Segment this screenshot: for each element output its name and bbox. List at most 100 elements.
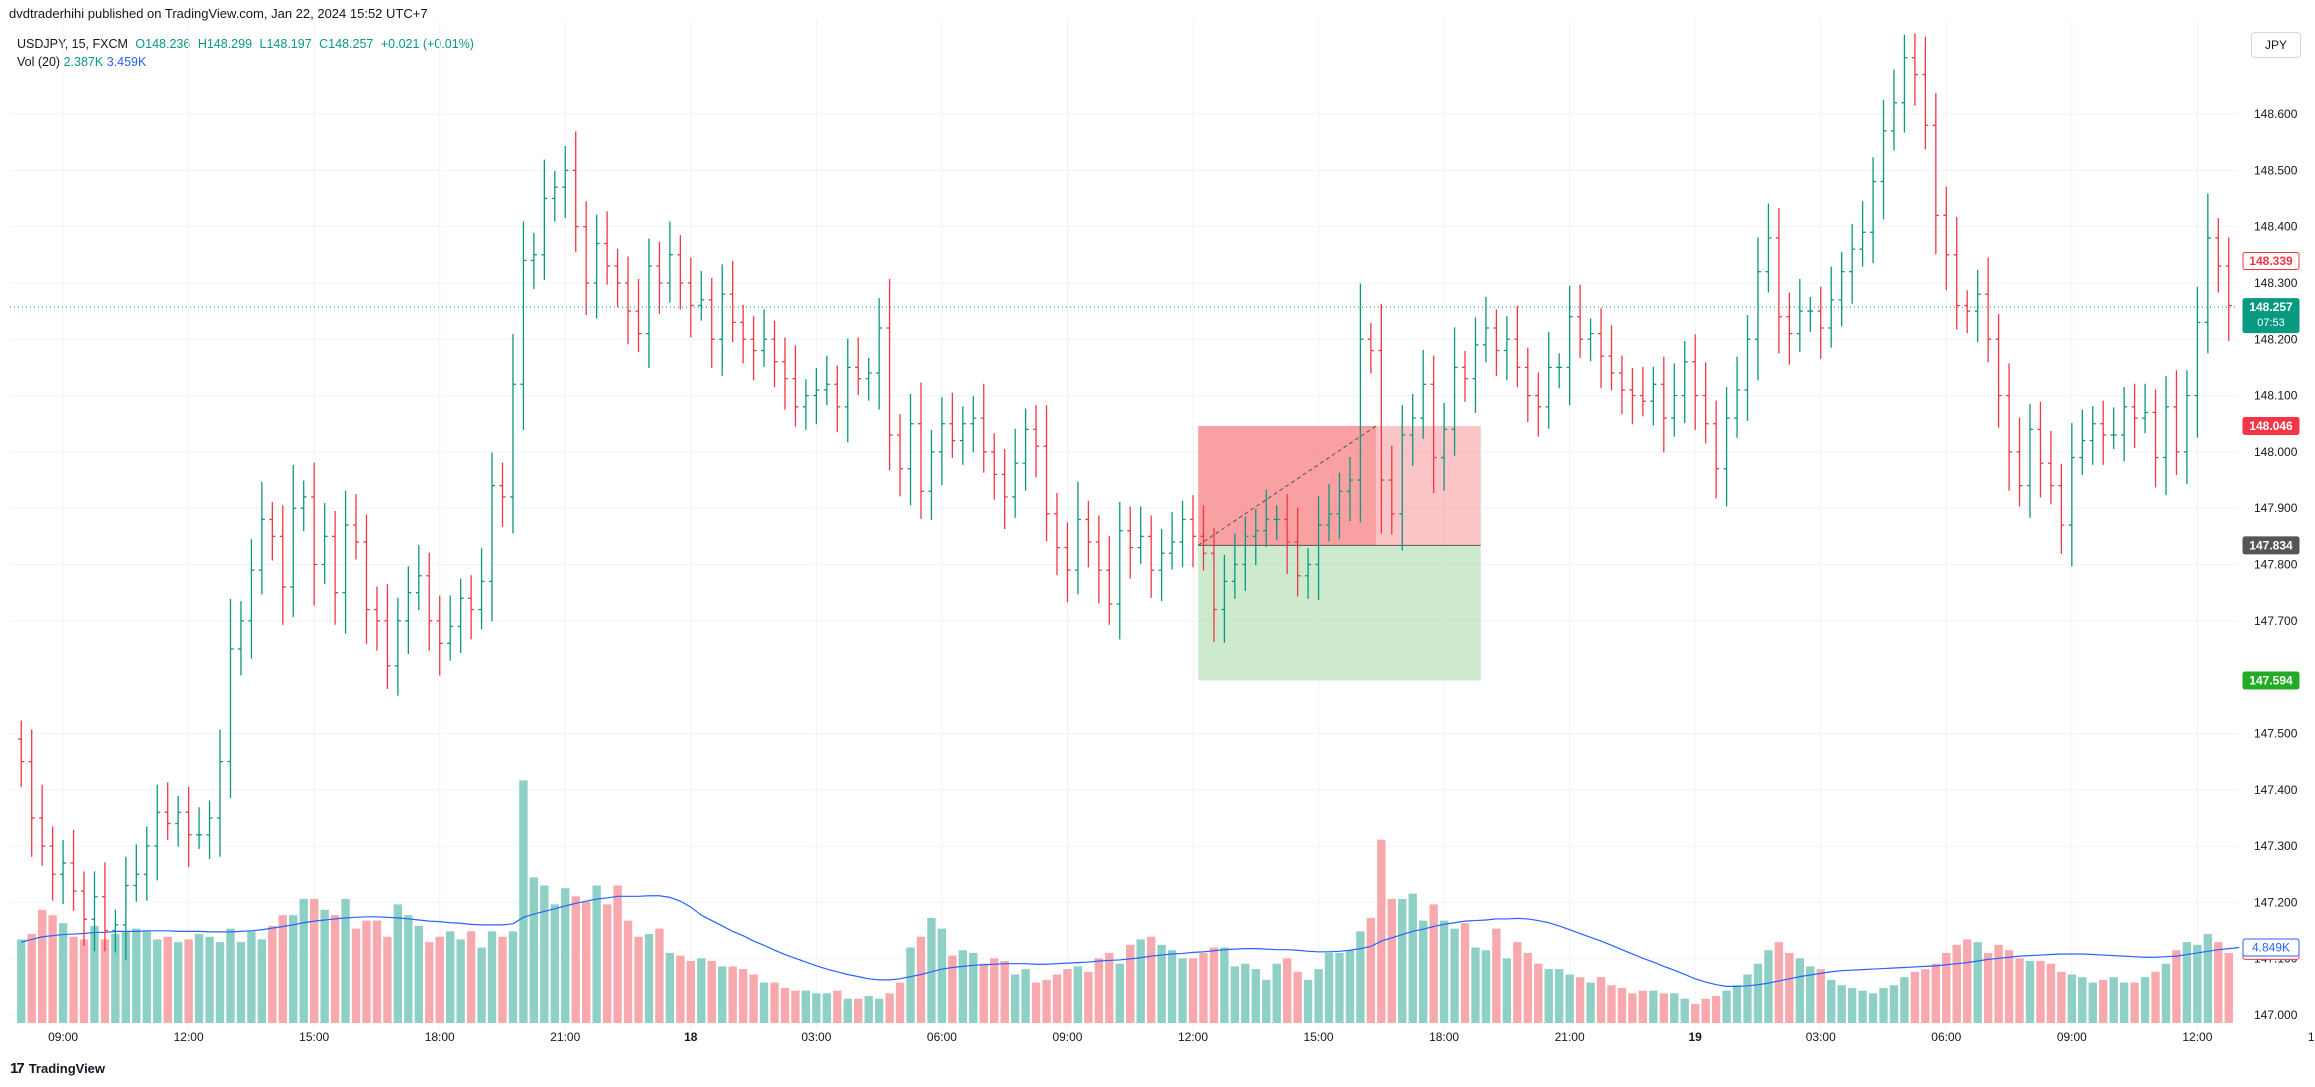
ohlc-bar <box>1326 483 1333 542</box>
volume-bar <box>634 936 643 1023</box>
volume-bar <box>425 942 434 1023</box>
ohlc-bar <box>792 345 799 427</box>
ohlc-bar <box>1985 257 1992 363</box>
volume-bar <box>2172 950 2181 1023</box>
ohlc-bar <box>258 481 265 595</box>
volume-bar <box>1806 966 1815 1023</box>
volume-bar <box>770 982 779 1023</box>
volume-bar <box>508 931 518 1023</box>
price-tick-label: 148.400 <box>2254 220 2298 234</box>
ohlc-bar <box>1482 297 1489 363</box>
ohlc-bar <box>1838 251 1845 327</box>
open-value: O148.236 <box>135 37 191 51</box>
ohlc-bar <box>572 131 579 252</box>
volume-bar <box>1042 979 1051 1023</box>
ohlc-bar <box>1556 353 1563 389</box>
ohlc-bar <box>562 146 569 219</box>
price-tick-label: 147.300 <box>2254 839 2298 853</box>
volume-bar <box>1492 928 1501 1023</box>
volume-bar <box>2151 971 2160 1023</box>
ohlc-bar <box>1817 286 1824 359</box>
time-tick-label: 06:00 <box>1931 1030 1961 1044</box>
volume-bar <box>623 920 633 1023</box>
price-label-alert: 148.339 <box>2242 251 2300 270</box>
ohlc-bar <box>1357 283 1364 523</box>
volume-legend-row[interactable]: Vol (20) 2.387K 3.459K <box>17 53 474 71</box>
ohlc-bar <box>666 221 673 303</box>
volume-bar <box>1837 985 1846 1023</box>
volume-bar <box>1638 990 1648 1023</box>
ohlc-bar <box>426 552 433 651</box>
tradingview-logo[interactable]: 17 TradingView <box>10 1060 105 1077</box>
volume-bar <box>132 928 141 1023</box>
volume-bar <box>372 920 382 1023</box>
volume-bar <box>351 928 361 1023</box>
ohlc-bar <box>1242 516 1249 591</box>
price-tick-label: 148.300 <box>2254 276 2298 290</box>
ohlc-bar <box>1566 285 1573 406</box>
volume-bar <box>1408 893 1417 1023</box>
ohlc-bar <box>1116 501 1123 640</box>
volume-bar <box>1335 952 1344 1023</box>
publish-info: dvdtraderhihi published on TradingView.c… <box>9 6 428 21</box>
volume-bar <box>2025 961 2035 1023</box>
volume-bar <box>1272 963 1281 1023</box>
ohlc-bar <box>1524 347 1531 423</box>
volume-bar <box>2088 982 2097 1023</box>
volume-bar <box>299 899 308 1023</box>
volume-bar <box>1544 969 1553 1023</box>
ohlc-bar <box>2225 237 2232 341</box>
ohlc-bar <box>1420 349 1427 439</box>
time-tick-label: 21:00 <box>1555 1030 1585 1044</box>
ohlc-bar <box>2121 387 2128 462</box>
volume-bar <box>435 936 444 1023</box>
symbol-legend-row[interactable]: USDJPY, 15, FXCM O148.236 H148.299 L148.… <box>17 35 474 53</box>
volume-bar <box>404 915 413 1023</box>
ohlc-bar <box>1409 393 1416 466</box>
volume-bar <box>780 987 790 1023</box>
ohlc-bar <box>2068 423 2075 567</box>
volume-bar <box>1973 942 1982 1023</box>
volume-bar <box>100 939 110 1023</box>
volume-bar <box>1209 947 1219 1023</box>
ohlc-bar <box>1064 522 1071 603</box>
volume-bar <box>383 936 392 1023</box>
volume-bar <box>791 990 800 1023</box>
volume-bar <box>487 931 497 1023</box>
ohlc-bar <box>980 383 987 473</box>
ohlc-bar <box>1995 313 2002 428</box>
ohlc-bar <box>2058 463 2065 554</box>
tradingview-logo-icon: 17 <box>10 1060 25 1077</box>
ohlc-bar <box>844 338 851 443</box>
volume-bar <box>1418 920 1428 1023</box>
ohlc-bar <box>1441 402 1448 491</box>
chart-legend: USDJPY, 15, FXCM O148.236 H148.299 L148.… <box>17 35 474 71</box>
ohlc-bar <box>175 795 182 847</box>
ohlc-bar <box>91 871 98 952</box>
ohlc-bar <box>1367 322 1374 374</box>
symbol-label[interactable]: USDJPY, 15, FXCM <box>17 37 128 51</box>
ohlc-bar <box>583 201 590 316</box>
ohlc-bar <box>2037 401 2044 498</box>
volume-bar <box>1387 899 1396 1023</box>
ohlc-bar <box>593 214 600 319</box>
volume-bar <box>1889 985 1899 1023</box>
ohlc-bar <box>1158 529 1165 602</box>
ohlc-bar <box>1608 325 1615 391</box>
volume-indicator-label[interactable]: Vol (20) <box>17 55 61 69</box>
currency-button[interactable]: JPY <box>2251 32 2301 58</box>
volume-bar <box>1670 993 1679 1023</box>
volume-bar <box>1575 977 1585 1023</box>
ohlc-bar <box>468 575 475 640</box>
ohlc-bar <box>384 584 391 689</box>
ohlc-bar <box>1127 506 1134 579</box>
ohlc-bar <box>1953 217 1960 330</box>
svg-text:148.339: 148.339 <box>2249 254 2293 268</box>
ohlc-bar <box>781 337 788 410</box>
volume-bar <box>854 998 863 1023</box>
price-tick-label: 148.200 <box>2254 332 2298 346</box>
svg-text:148.046: 148.046 <box>2249 419 2293 433</box>
ohlc-bar <box>1148 515 1155 598</box>
ohlc-bar <box>457 578 464 653</box>
